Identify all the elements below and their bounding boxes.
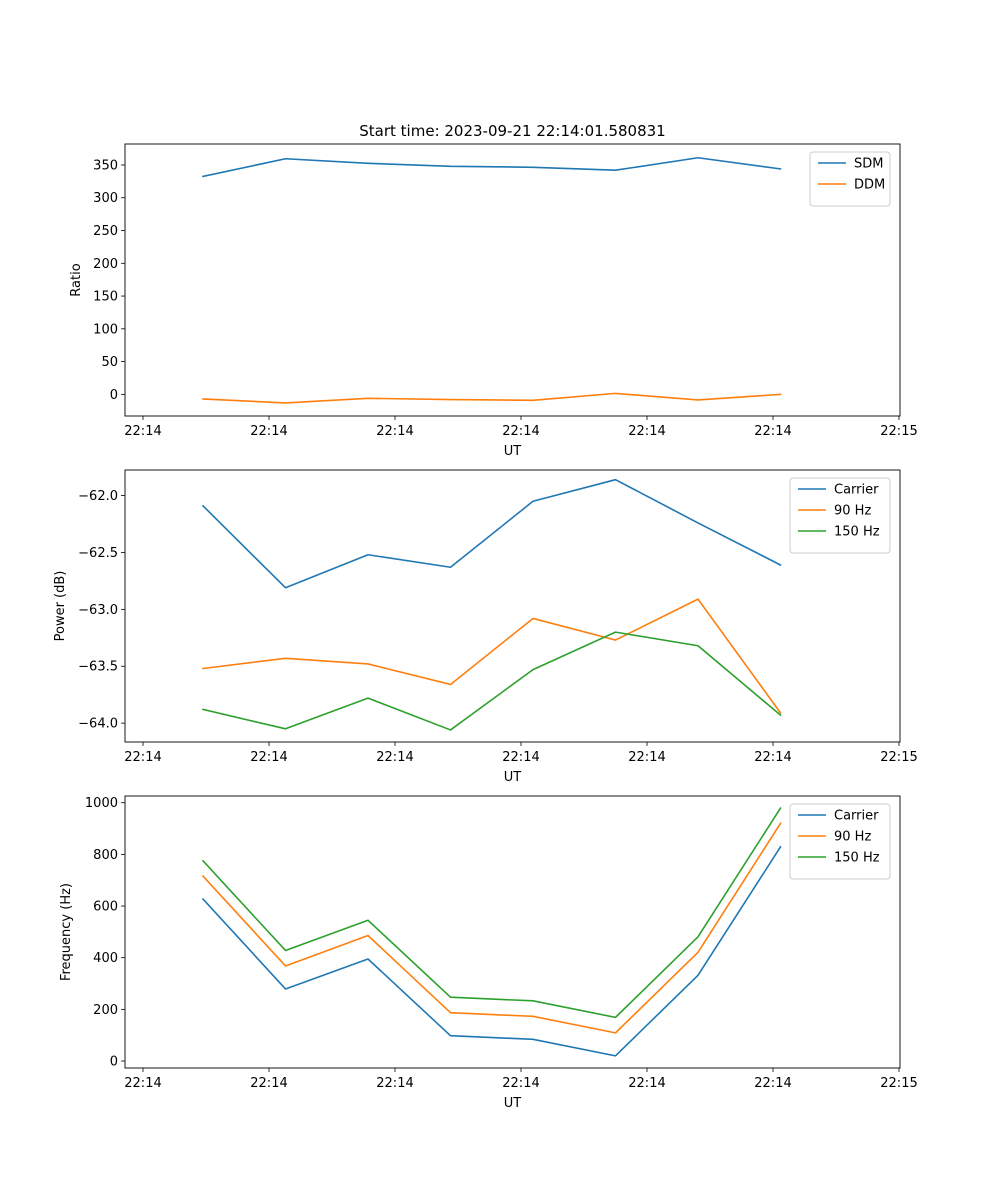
y-axis-label: Frequency (Hz) <box>59 883 74 981</box>
legend: SDM DDM <box>809 151 891 207</box>
x-tick-label: 22:14 <box>376 424 413 439</box>
x-tick-label: 22:14 <box>754 1076 791 1091</box>
x-tick-label: 22:14 <box>124 424 161 439</box>
legend-label: DDM <box>854 178 885 193</box>
x-axis-label: UT <box>504 770 522 785</box>
x-tick-label: 22:14 <box>250 424 287 439</box>
series-line-90-hz <box>201 822 782 1034</box>
axes-frame <box>124 469 901 743</box>
x-tick-label: 22:14 <box>754 750 791 765</box>
y-axis-label: Power (dB) <box>53 571 68 642</box>
subplot-2: 22:14 22:14 22:14 22:14 22:14 22:14 22:15 −64.0… <box>53 469 918 785</box>
series-line-ddm <box>202 392 782 404</box>
legend-label: Carrier <box>834 809 879 824</box>
x-tick-label: 22:15 <box>880 424 917 439</box>
y-tick-label: 50 <box>101 355 118 370</box>
x-tick-label: 22:14 <box>502 1076 539 1091</box>
y-tick-label: −63.5 <box>78 660 118 675</box>
y-tick-label: 200 <box>93 257 118 272</box>
axes-frame <box>124 795 901 1069</box>
series-line-carrier <box>201 478 782 589</box>
axes-frame <box>124 143 901 417</box>
series-line-150-hz <box>201 807 782 1019</box>
x-tick-label: 22:14 <box>502 424 539 439</box>
x-axis-label: UT <box>504 444 522 459</box>
x-tick-label: 22:14 <box>250 1076 287 1091</box>
x-tick-label: 22:15 <box>880 1076 917 1091</box>
y-tick-label: 0 <box>110 1055 118 1070</box>
x-tick-label: 22:14 <box>628 750 665 765</box>
y-tick-label: 800 <box>93 848 118 863</box>
legend-box <box>789 477 891 554</box>
legend-label: 150 Hz <box>834 525 880 540</box>
legend-label: 90 Hz <box>834 830 871 845</box>
x-tick-label: 22:14 <box>124 750 161 765</box>
y-tick-label: 350 <box>93 158 118 173</box>
y-axis-label: Ratio <box>69 263 84 296</box>
y-tick-label: 200 <box>93 1003 118 1018</box>
series-line-sdm <box>202 156 782 178</box>
y-tick-label: −62.0 <box>78 489 118 504</box>
legend-label: SDM <box>854 157 883 172</box>
x-tick-label: 22:14 <box>628 424 665 439</box>
legend-label: Carrier <box>834 483 879 498</box>
legend-box <box>789 803 891 880</box>
chart-title: Start time: 2023-09-21 22:14:01.580831 <box>359 122 665 140</box>
y-tick-label: −62.5 <box>78 546 118 561</box>
x-tick-label: 22:14 <box>628 1076 665 1091</box>
legend-box <box>809 151 891 207</box>
x-tick-label: 22:14 <box>376 750 413 765</box>
y-tick-label: 300 <box>93 191 118 206</box>
legend-label: 150 Hz <box>834 851 880 866</box>
y-tick-label: 100 <box>93 322 118 337</box>
y-tick-label: 150 <box>93 290 118 305</box>
x-tick-label: 22:14 <box>502 750 539 765</box>
x-tick-label: 22:14 <box>754 424 791 439</box>
x-tick-label: 22:15 <box>880 750 917 765</box>
legend: Carrier 90 Hz 150 Hz <box>789 803 891 880</box>
x-tick-label: 22:14 <box>124 1076 161 1091</box>
legend-label: 90 Hz <box>834 504 871 519</box>
x-tick-label: 22:14 <box>250 750 287 765</box>
subplot-1: 22:14 22:14 22:14 22:14 22:14 22:14 22:15 0 50 10… <box>69 143 918 459</box>
y-tick-label: −64.0 <box>78 717 118 732</box>
series-line-150-hz <box>202 631 782 731</box>
series-line-90-hz <box>202 598 782 714</box>
y-tick-label: 400 <box>93 951 118 966</box>
legend: Carrier 90 Hz 150 Hz <box>789 477 891 554</box>
series-line-carrier <box>201 845 782 1057</box>
y-tick-label: 0 <box>110 388 118 403</box>
subplots: 22:14 22:14 22:14 22:14 22:14 22:14 22:15 0 50 10… <box>53 143 918 1111</box>
x-tick-label: 22:14 <box>376 1076 413 1091</box>
y-tick-label: 600 <box>93 900 118 915</box>
y-tick-label: 1000 <box>85 796 118 811</box>
y-tick-label: 250 <box>93 224 118 239</box>
x-axis-label: UT <box>504 1096 522 1111</box>
subplot-3: 22:14 22:14 22:14 22:14 22:14 22:14 22:15 0 200 4… <box>59 795 918 1111</box>
y-tick-label: −63.0 <box>78 603 118 618</box>
